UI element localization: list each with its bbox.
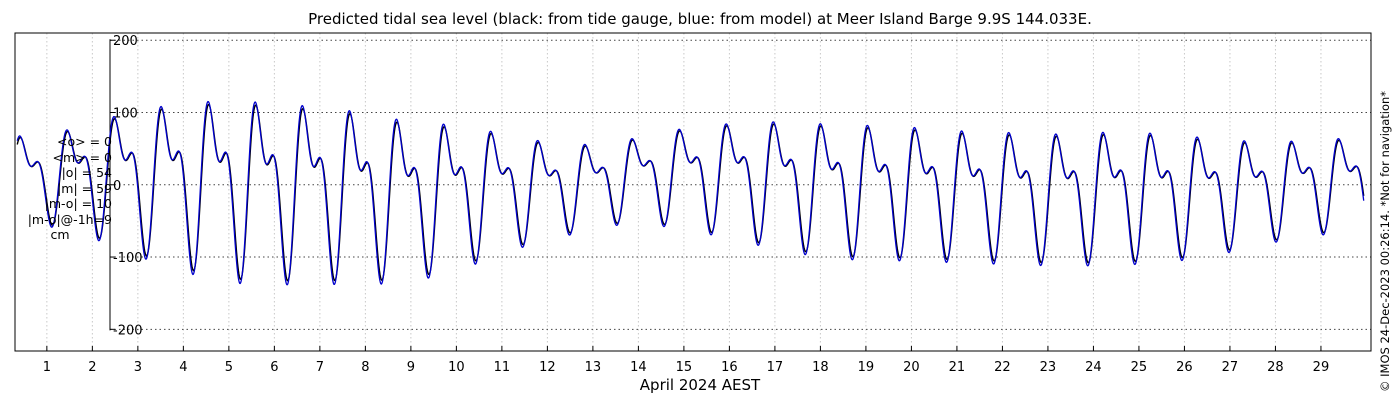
x-tick-label: 28 — [1267, 360, 1284, 375]
x-tick-label: 17 — [767, 360, 784, 375]
x-tick-label: 11 — [494, 360, 511, 375]
series-line-gauge — [16, 103, 1365, 282]
stat-unit: cm — [50, 227, 70, 242]
x-tick-label: 5 — [225, 360, 233, 375]
chart-title: Predicted tidal sea level (black: from t… — [308, 10, 1092, 28]
y-tick-label: 200 — [113, 34, 138, 49]
x-tick-label: 2 — [88, 360, 96, 375]
x-tick-label: 6 — [270, 360, 278, 375]
x-tick-label: 22 — [994, 360, 1011, 375]
x-tick-label: 24 — [1085, 360, 1102, 375]
x-tick-label: 7 — [316, 360, 324, 375]
x-tick-label: 20 — [903, 360, 920, 375]
stat-abs-obs: |o| = 54 — [61, 165, 112, 180]
x-tick-label: 16 — [721, 360, 738, 375]
x-tick-label: 3 — [134, 360, 142, 375]
x-tick-label: 23 — [1040, 360, 1057, 375]
x-tick-label: 1 — [43, 360, 51, 375]
x-tick-label: 4 — [179, 360, 187, 375]
statistics-panel: <o> = 0 <m> = 0 |o| = 54 |m| = 59 |m-o| … — [18, 134, 112, 243]
copyright-notice: © IMOS 24-Dec-2023 00:26:14. *Not for na… — [1378, 90, 1392, 392]
x-tick-label: 29 — [1313, 360, 1330, 375]
series-line-model — [16, 100, 1365, 286]
x-tick-label: 10 — [448, 360, 465, 375]
x-tick-label: 26 — [1176, 360, 1193, 375]
x-tick-label: 15 — [676, 360, 693, 375]
x-tick-label: 21 — [949, 360, 966, 375]
x-axis-label: April 2024 AEST — [639, 376, 761, 394]
y-tick-label: 0 — [113, 179, 121, 194]
y-tick-label: 100 — [113, 107, 138, 122]
x-tick-label: 27 — [1222, 360, 1239, 375]
plot-frame — [14, 32, 1372, 352]
y-tick-label: -100 — [113, 251, 143, 266]
y-tick-label: -200 — [113, 323, 143, 338]
stat-abs-diff-lag: |m-o|@-1h=9 — [27, 211, 112, 227]
stat-abs-diff: |m-o| = 10 — [44, 196, 112, 211]
x-tick-label: 14 — [630, 360, 647, 375]
x-tick-label: 12 — [539, 360, 556, 375]
x-tick-label: 18 — [812, 360, 829, 375]
x-tick-label: 8 — [361, 360, 369, 375]
stat-mean-obs: <o> = 0 — [57, 134, 112, 149]
stat-mean-model: <m> = 0 — [52, 149, 113, 165]
x-tick-label: 25 — [1131, 360, 1148, 375]
x-tick-label: 9 — [407, 360, 415, 375]
x-tick-label: 19 — [858, 360, 875, 375]
stat-abs-model: |m| = 59 — [57, 180, 112, 196]
x-tick-label: 13 — [585, 360, 602, 375]
